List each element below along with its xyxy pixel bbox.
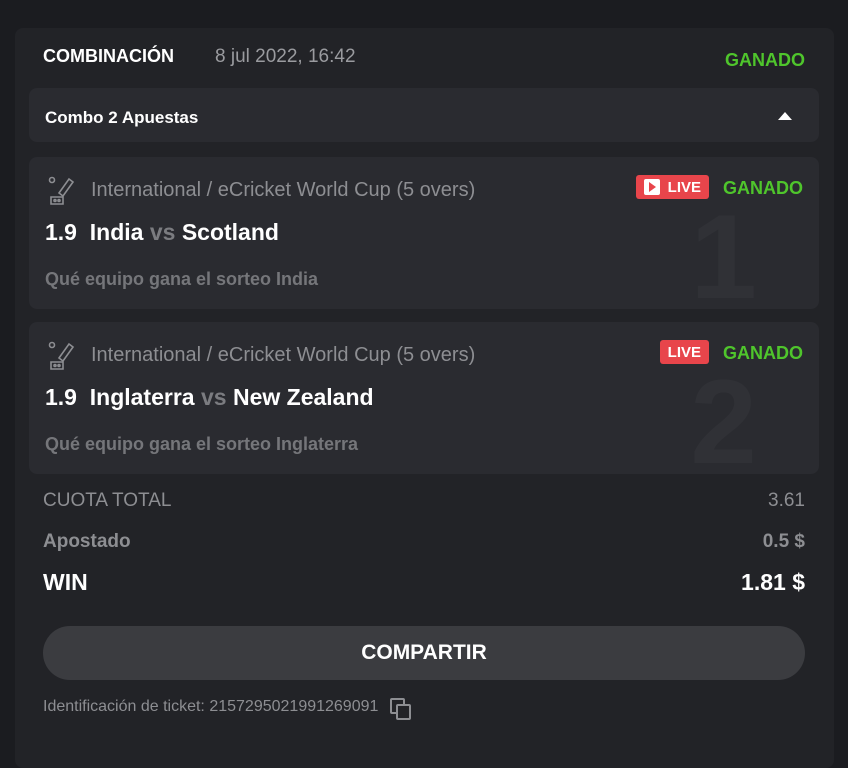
bet-status: GANADO xyxy=(723,178,803,198)
ecricket-icon xyxy=(48,341,75,370)
market-selection: Qué equipo gana el sorteo India xyxy=(45,269,319,289)
vs-label: vs xyxy=(149,219,176,245)
home-team: Inglaterra xyxy=(89,384,195,410)
away-team: New Zealand xyxy=(232,384,374,410)
play-icon xyxy=(643,179,660,195)
bet-date: 8 jul 2022, 16:42 xyxy=(215,46,356,67)
share-button[interactable]: COMPARTIR xyxy=(43,626,805,680)
live-label: LIVE xyxy=(667,178,701,196)
odds: 1.9 xyxy=(45,384,77,410)
ticket-id-label: Identificación de ticket: xyxy=(43,698,205,715)
bet-item: 2 International / eCricket World Cup (5 … xyxy=(29,322,819,474)
vs-label: vs xyxy=(200,384,227,410)
status-badge: GANADO xyxy=(725,50,805,70)
total-odds-row: CUOTA TOTAL 3.61 xyxy=(43,490,805,512)
win-row: WIN 1.81 $ xyxy=(43,569,805,596)
ticket-id: Identificación de ticket: 21572950219912… xyxy=(43,698,412,720)
ecricket-icon xyxy=(48,176,75,205)
win-value: 1.81 $ xyxy=(741,569,805,595)
league-name: International / eCricket World Cup (5 ov… xyxy=(91,179,476,201)
combo-toggle[interactable]: Combo 2 Apuestas xyxy=(29,88,819,142)
win-label: WIN xyxy=(43,569,88,595)
combo-label: Combo 2 Apuestas xyxy=(45,108,199,127)
bet-index: 2 xyxy=(690,355,757,474)
market-selection: Qué equipo gana el sorteo Inglaterra xyxy=(45,434,359,454)
bet-type-title: COMBINACIÓN xyxy=(43,46,174,66)
live-label: LIVE xyxy=(667,343,701,361)
home-team: India xyxy=(89,219,144,245)
match-title: 1.9 Inglaterra vs New Zealand xyxy=(45,384,374,411)
bet-item: 1 International / eCricket World Cup (5 … xyxy=(29,157,819,309)
total-odds-label: CUOTA TOTAL xyxy=(43,490,172,511)
odds: 1.9 xyxy=(45,219,77,245)
stake-label: Apostado xyxy=(43,531,131,552)
ticket-id-value: 2157295021991269091 xyxy=(209,698,379,715)
stake-value: 0.5 $ xyxy=(762,531,805,552)
bet-index: 1 xyxy=(690,190,757,309)
chevron-up-icon xyxy=(778,112,792,120)
match-title: 1.9 India vs Scotland xyxy=(45,219,279,246)
total-odds-value: 3.61 xyxy=(768,490,805,511)
stake-row: Apostado 0.5 $ xyxy=(43,531,805,553)
bet-ticket-card: COMBINACIÓN 8 jul 2022, 16:42 GANADO Com… xyxy=(15,28,834,768)
live-badge: LIVE xyxy=(659,340,709,364)
bet-status: GANADO xyxy=(723,343,803,363)
live-badge: LIVE xyxy=(635,175,709,199)
copy-icon[interactable] xyxy=(390,698,412,720)
league-name: International / eCricket World Cup (5 ov… xyxy=(91,344,476,366)
away-team: Scotland xyxy=(181,219,279,245)
